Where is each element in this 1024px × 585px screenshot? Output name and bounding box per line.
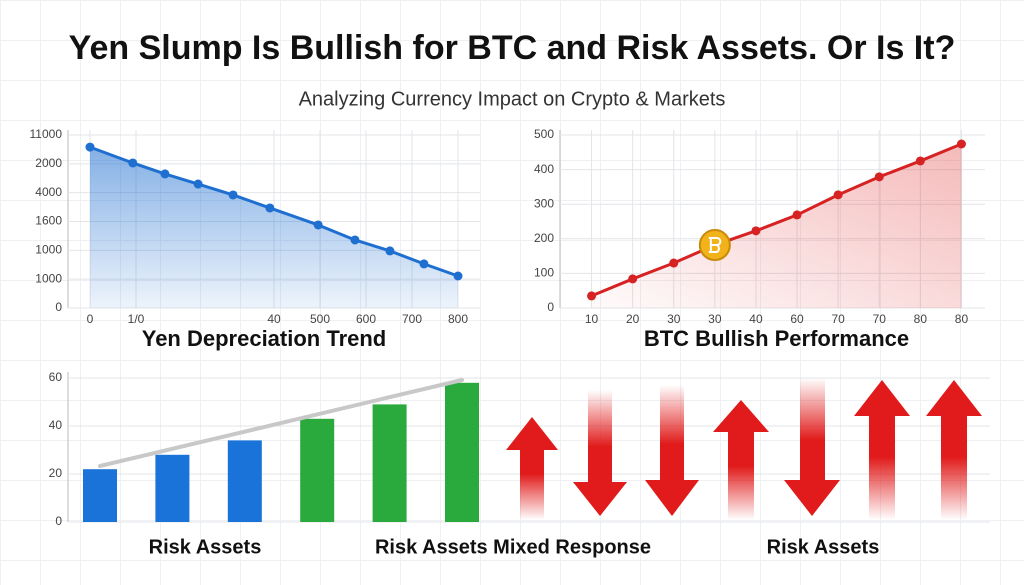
- point: [833, 190, 843, 200]
- x-axis-label: Yen Depreciation Trend: [142, 326, 387, 351]
- point: [228, 190, 238, 200]
- y-tick-label: 500: [534, 127, 554, 141]
- subtitle: Analyzing Currency Impact on Crypto & Ma…: [299, 88, 726, 110]
- y-tick-label: 60: [49, 370, 63, 384]
- x-tick-label: 0: [87, 312, 94, 326]
- y-tick-label: 1600: [35, 214, 62, 228]
- y-tick-label: 200: [534, 231, 554, 245]
- area: [591, 143, 962, 308]
- x-tick-label: 30: [667, 312, 681, 326]
- x-tick-label: 80: [914, 312, 928, 326]
- y-tick-label: 20: [49, 466, 63, 480]
- bar: [83, 469, 117, 522]
- x-tick-label: 30: [708, 312, 722, 326]
- x-tick-label: 600: [356, 312, 376, 326]
- y-tick-label: 0: [55, 300, 62, 314]
- y-tick-label: 1000: [35, 271, 62, 285]
- point: [956, 139, 966, 149]
- line: [590, 142, 963, 298]
- x-tick-label: 60: [790, 312, 804, 326]
- group-label: Risk Assets: [149, 536, 262, 558]
- point: [628, 274, 638, 284]
- x-tick-label: 700: [402, 312, 422, 326]
- arrow-down: [573, 390, 627, 516]
- y-tick-label: 1000: [35, 243, 62, 257]
- bar: [372, 404, 407, 522]
- bar: [445, 382, 479, 522]
- group-label: Risk Assets Mixed Response: [375, 536, 651, 558]
- arrows: [506, 378, 982, 520]
- x-tick-label: 20: [626, 312, 640, 326]
- point: [874, 172, 884, 182]
- arrow-up: [713, 400, 769, 520]
- point: [419, 259, 429, 269]
- y-tick-label: 40: [49, 418, 63, 432]
- arrow-up: [854, 380, 910, 520]
- x-tick-label: 500: [310, 312, 330, 326]
- point: [160, 169, 170, 179]
- area: [90, 147, 458, 308]
- y-tick-label: 4000: [35, 185, 62, 199]
- x-tick-label: 800: [448, 312, 468, 326]
- y-tick-label: 400: [534, 162, 554, 176]
- x-axis-label: BTC Bullish Performance: [644, 326, 909, 351]
- point: [587, 291, 597, 301]
- x-tick-label: 80: [955, 312, 969, 326]
- x-tick-label: 40: [267, 312, 281, 326]
- point: [350, 235, 360, 245]
- point: [85, 142, 95, 152]
- bar: [227, 440, 262, 522]
- y-tick-label: 300: [534, 196, 554, 210]
- point: [751, 226, 761, 236]
- x-tick-label: 10: [585, 312, 599, 326]
- point: [453, 271, 463, 281]
- arrow-up: [506, 417, 558, 520]
- point: [128, 158, 138, 168]
- y-tick-label: 0: [547, 300, 554, 314]
- point: [193, 179, 203, 189]
- point: [792, 210, 802, 220]
- group-label: Risk Assets: [767, 536, 880, 558]
- x-tick-label: 70: [831, 312, 845, 326]
- x-tick-label: 70: [873, 312, 887, 326]
- y-tick-label: 100: [534, 266, 554, 280]
- arrow-down: [784, 378, 840, 516]
- point: [669, 258, 679, 268]
- title: Yen Slump Is Bullish for BTC and Risk As…: [69, 29, 956, 67]
- coin-symbol: [708, 237, 722, 254]
- arrow-down: [645, 385, 699, 516]
- point: [265, 203, 275, 213]
- arrow-up: [926, 380, 982, 520]
- point: [915, 156, 925, 166]
- y-tick-label: 0: [55, 514, 62, 528]
- point: [313, 220, 323, 230]
- x-tick-label: 1/0: [128, 312, 145, 326]
- y-tick-label: 11000: [30, 127, 63, 141]
- trend-line: [98, 378, 464, 468]
- bar: [155, 454, 190, 522]
- y-tick-label: 2000: [35, 156, 62, 170]
- x-tick-label: 40: [749, 312, 763, 326]
- bar: [300, 418, 335, 522]
- point: [385, 246, 395, 256]
